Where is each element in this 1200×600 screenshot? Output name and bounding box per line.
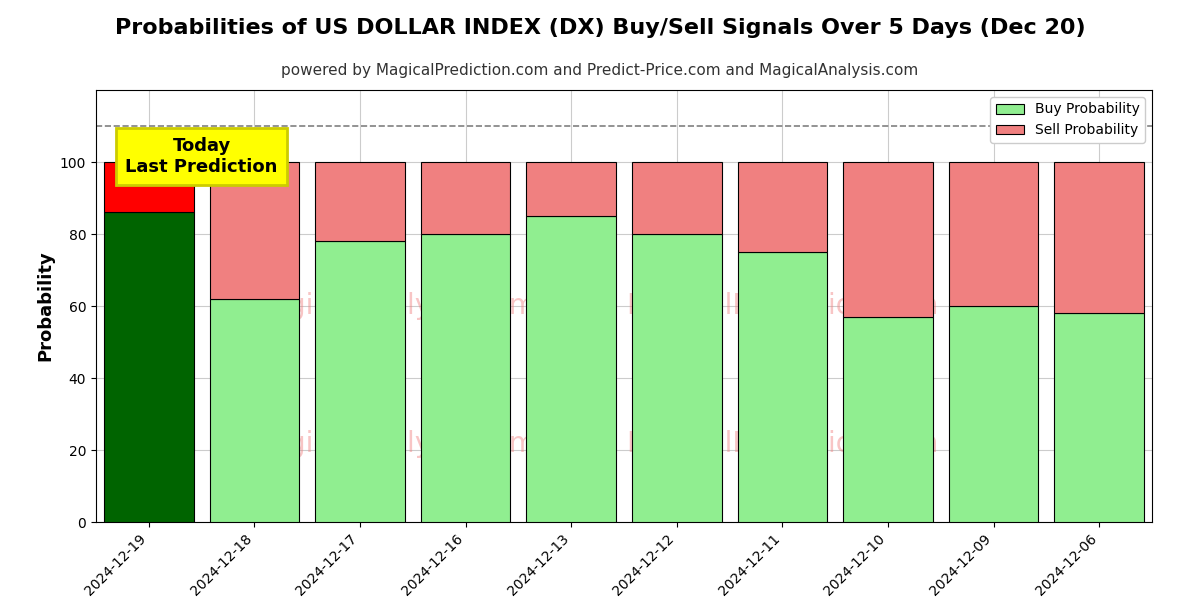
Text: Probabilities of US DOLLAR INDEX (DX) Buy/Sell Signals Over 5 Days (Dec 20): Probabilities of US DOLLAR INDEX (DX) Bu… xyxy=(115,18,1085,38)
Text: Today
Last Prediction: Today Last Prediction xyxy=(126,137,277,176)
Bar xyxy=(210,162,299,299)
Bar xyxy=(632,234,721,522)
Text: powered by MagicalPrediction.com and Predict-Price.com and MagicalAnalysis.com: powered by MagicalPrediction.com and Pre… xyxy=(281,63,919,78)
Text: MagicalPrediction.com: MagicalPrediction.com xyxy=(626,430,938,458)
Bar xyxy=(1055,162,1144,313)
Bar xyxy=(527,162,616,216)
Bar xyxy=(104,212,193,522)
Bar xyxy=(844,317,932,522)
Bar xyxy=(738,162,827,252)
Bar xyxy=(210,299,299,522)
Bar xyxy=(949,162,1038,306)
Bar xyxy=(316,241,404,522)
Bar xyxy=(527,216,616,522)
Bar xyxy=(949,306,1038,522)
Y-axis label: Probability: Probability xyxy=(36,251,54,361)
Text: MagicalAnalysis.com: MagicalAnalysis.com xyxy=(247,292,536,320)
Bar xyxy=(738,252,827,522)
Bar xyxy=(1055,313,1144,522)
Bar xyxy=(421,162,510,234)
Bar xyxy=(421,234,510,522)
Legend: Buy Probability, Sell Probability: Buy Probability, Sell Probability xyxy=(990,97,1145,143)
Bar xyxy=(844,162,932,317)
Bar xyxy=(104,162,193,212)
Bar xyxy=(316,162,404,241)
Text: MagicalPrediction.com: MagicalPrediction.com xyxy=(626,292,938,320)
Text: MagicalAnalysis.com: MagicalAnalysis.com xyxy=(247,430,536,458)
Bar xyxy=(632,162,721,234)
